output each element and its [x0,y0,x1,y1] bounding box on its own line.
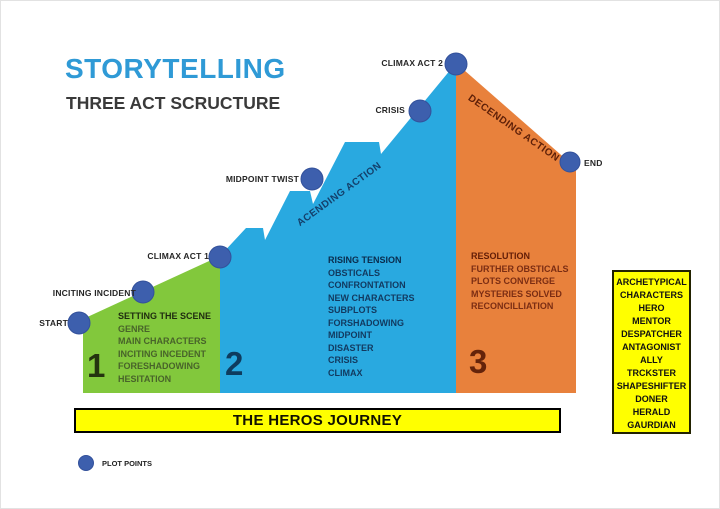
act-2-item: SUBPLOTS [328,305,378,315]
act-1-item: INCITING INCEDENT [118,348,207,359]
act2-shape [220,63,456,393]
archetype-item: HERO [638,303,665,313]
act-2-text-block: RISING TENSION OBSTICALS CONFRONTATION N… [328,254,415,379]
act1-shape [83,256,220,393]
archetype-item: DONER [635,394,668,404]
act-2-number: 2 [225,345,244,382]
act-2-item: MIDPOINT [328,330,372,340]
archetypes-header-line1: ARCHETYPICAL [616,277,687,287]
label-climax-act-2: CLIMAX ACT 2 [381,58,443,68]
archetype-item: ALLY [640,355,663,365]
act-2-item: DISASTER [328,342,374,353]
act-3-number: 3 [469,343,488,380]
archetypes-header-line2: CHARACTERS [620,290,683,300]
act-1-number: 1 [87,347,106,384]
act-3-text-block: RESOLUTION FURTHER OBSTICALS PLOTS CONVE… [471,250,569,313]
heros-journey-banner: THE HEROS JOURNEY [74,408,561,433]
plot-point-midpoint-twist [300,167,324,191]
act-1-item: MAIN CHARACTERS [118,336,207,346]
archetypical-characters-box: ARCHETYPICAL CHARACTERS HERO MENTOR DESP… [612,270,691,434]
act-2-item: OBSTICALS [328,267,381,278]
act-3-item: PLOTS CONVERGE [471,276,556,286]
act-2-item: CLIMAX [328,367,363,378]
plot-point-start [67,311,91,335]
archetype-item: GAURDIAN [627,420,676,430]
label-midpoint-twist: MIDPOINT TWIST [225,174,299,184]
act-3-item: RECONCILLIATION [471,301,554,311]
act-2-item: CRISIS [328,355,359,365]
act-2-header: RISING TENSION [328,255,402,265]
act-1-text-block: SETTING THE SCENE GENRE MAIN CHARACTERS … [118,310,211,385]
act-1-item: GENRE [118,323,151,334]
label-start: START [39,318,68,328]
archetype-item: TRCKSTER [627,368,676,378]
act-1-item: HESITATION [118,373,172,384]
plot-point-crisis [408,99,432,123]
plot-points-legend-icon [78,455,94,471]
act-1-item: FORESHADOWING [118,361,200,371]
act-3-header: RESOLUTION [471,251,531,261]
act-2-item: NEW CHARACTERS [328,292,415,303]
archetype-item: SHAPESHIFTER [616,381,687,391]
archetype-item: HERALD [632,407,671,417]
archetype-item: DESPATCHER [621,329,682,339]
page-subtitle: THREE ACT SCRUCTURE [66,93,281,113]
archetype-item: ANTAGONIST [622,342,681,352]
act-2-item: FORSHADOWING [328,317,404,328]
act-1-header: SETTING THE SCENE [118,311,212,321]
label-crisis: CRISIS [375,105,405,115]
plot-point-inciting-incident [131,280,155,304]
act-2-item: CONFRONTATION [328,280,406,290]
archetype-item: MENTOR [632,316,671,326]
plot-point-climax-act-1 [208,245,232,269]
label-end: END [584,158,603,168]
label-climax-act-1: CLIMAX ACT 1 [147,251,209,261]
plot-points-legend-label: PLOT POINTS [102,459,153,468]
act-3-item: FURTHER OBSTICALS [471,263,569,274]
plot-point-climax-act-2 [444,52,468,76]
label-inciting-incident: INCITING INCIDENT [52,288,136,298]
plot-point-end [559,151,581,173]
page-title: STORYTELLING [65,53,286,84]
act3-shape [456,63,576,393]
act-3-item: MYSTERIES SOLVED [471,288,562,299]
